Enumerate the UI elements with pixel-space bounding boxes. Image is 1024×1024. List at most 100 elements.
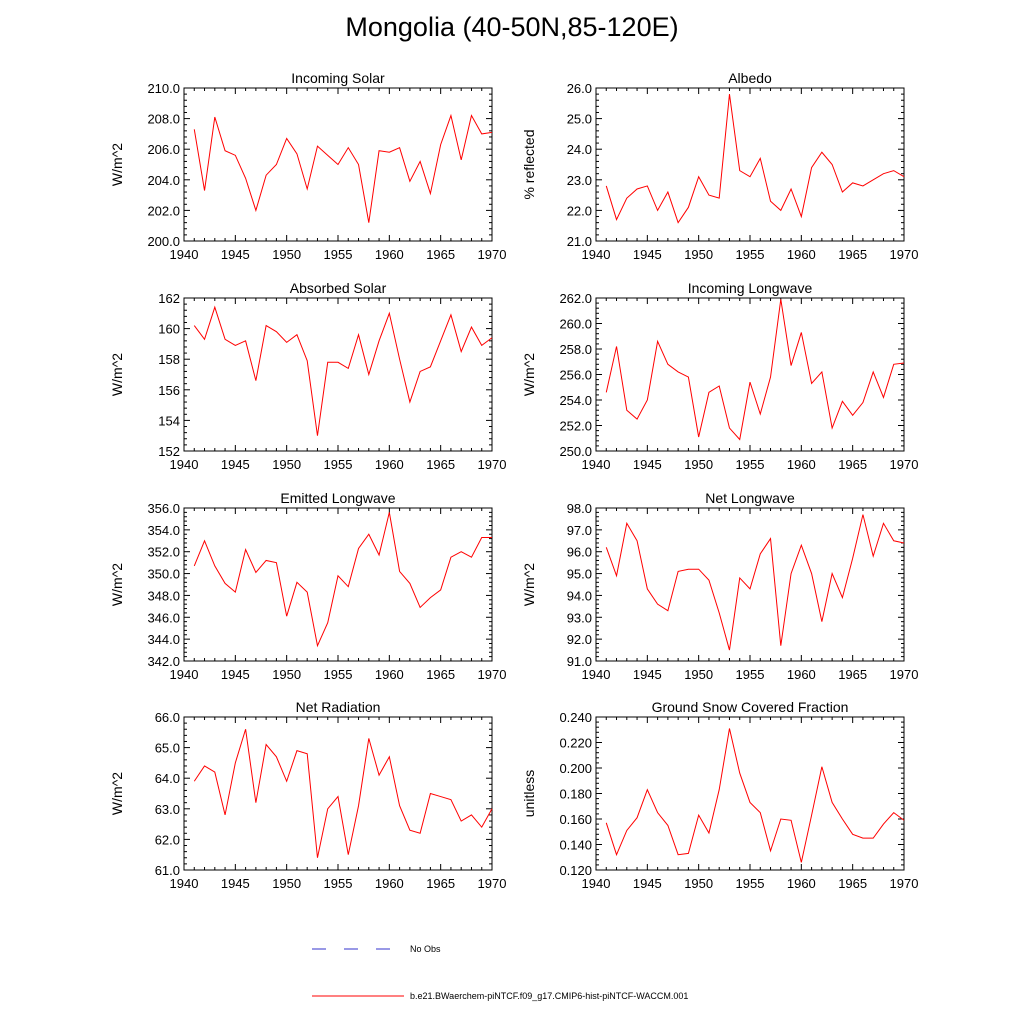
x-tick-label: 1940 xyxy=(582,667,611,682)
plot-frame xyxy=(595,507,905,662)
y-tick-label: 342.0 xyxy=(147,654,180,669)
x-tick-label: 1955 xyxy=(736,876,765,891)
panel-title: Incoming Longwave xyxy=(688,280,813,296)
y-axis-label: W/m^2 xyxy=(109,143,125,186)
x-tick-label: 1945 xyxy=(221,667,250,682)
x-tick-label: 1960 xyxy=(375,667,404,682)
y-tick-label: 158 xyxy=(158,352,180,367)
series-line xyxy=(193,305,493,436)
series-line xyxy=(605,94,905,224)
series-line xyxy=(193,512,492,648)
x-tick-label: 1960 xyxy=(375,247,404,262)
x-tick-label: 1940 xyxy=(170,247,199,262)
y-tick-label: 64.0 xyxy=(155,771,180,786)
x-tick-label: 1960 xyxy=(375,876,404,891)
y-tick-label: 348.0 xyxy=(147,588,180,603)
y-tick-label: 25.0 xyxy=(567,112,592,127)
legend-obs-label: No Obs xyxy=(410,944,441,954)
y-tick-label: 0.120 xyxy=(559,863,592,878)
series-line xyxy=(605,728,905,863)
x-tick-label: 1955 xyxy=(736,667,765,682)
x-tick-label: 1970 xyxy=(890,247,919,262)
x-tick-label: 1955 xyxy=(324,876,353,891)
y-tick-label: 262.0 xyxy=(559,291,592,306)
x-tick-label: 1965 xyxy=(426,247,455,262)
x-tick-label: 1965 xyxy=(838,247,867,262)
y-tick-label: 208.0 xyxy=(147,112,180,127)
x-tick-label: 1945 xyxy=(221,247,250,262)
x-tick-label: 1965 xyxy=(426,457,455,472)
x-tick-label: 1940 xyxy=(170,457,199,472)
x-tick-label: 1945 xyxy=(633,457,662,472)
x-tick-label: 1955 xyxy=(736,457,765,472)
y-tick-label: 23.0 xyxy=(567,173,592,188)
y-tick-label: 250.0 xyxy=(559,444,592,459)
x-tick-label: 1945 xyxy=(221,457,250,472)
plot-frame xyxy=(595,297,905,452)
y-tick-label: 92.0 xyxy=(567,632,592,647)
y-tick-label: 63.0 xyxy=(155,802,180,817)
y-tick-label: 21.0 xyxy=(567,234,592,249)
y-tick-label: 26.0 xyxy=(567,81,592,96)
y-tick-label: 95.0 xyxy=(567,567,592,582)
chart-panel: Net Longwave W/m^2 1940 1945 1950 1955 1960 196… xyxy=(521,490,918,682)
y-tick-label: 160 xyxy=(158,322,180,337)
y-tick-label: 210.0 xyxy=(147,81,180,96)
y-tick-label: 350.0 xyxy=(147,567,180,582)
x-tick-label: 1950 xyxy=(684,247,713,262)
x-tick-label: 1950 xyxy=(272,667,301,682)
x-tick-label: 1965 xyxy=(426,667,455,682)
y-tick-label: 0.240 xyxy=(559,710,592,725)
y-tick-label: 260.0 xyxy=(559,317,592,332)
x-tick-label: 1950 xyxy=(684,667,713,682)
plot-frame xyxy=(183,716,493,871)
x-tick-label: 1960 xyxy=(787,247,816,262)
y-tick-label: 0.180 xyxy=(559,787,592,802)
chart-panel: Incoming Longwave W/m^2 1940 1945 1950 1955 19… xyxy=(521,280,918,472)
series-line xyxy=(605,514,905,651)
x-tick-label: 1945 xyxy=(221,876,250,891)
y-tick-label: 258.0 xyxy=(559,342,592,357)
chart-panel: Ground Snow Covered Fraction unitless 1940… xyxy=(521,699,918,891)
y-tick-label: 156 xyxy=(158,383,180,398)
y-tick-label: 62.0 xyxy=(155,832,180,847)
series-line xyxy=(605,299,905,441)
y-tick-label: 356.0 xyxy=(147,501,180,516)
y-tick-label: 352.0 xyxy=(147,545,180,560)
y-tick-label: 202.0 xyxy=(147,203,180,218)
y-tick-label: 0.140 xyxy=(559,838,592,853)
panel-title: Net Radiation xyxy=(296,699,381,715)
x-tick-label: 1970 xyxy=(890,667,919,682)
legend-model-label: b.e21.BWaerchem-piNTCF.f09_g17.CMIP6-his… xyxy=(410,991,688,1001)
x-tick-label: 1960 xyxy=(375,457,404,472)
panel-title: Incoming Solar xyxy=(291,70,385,86)
y-axis-label: % reflected xyxy=(521,129,537,199)
y-tick-label: 0.220 xyxy=(559,736,592,751)
y-tick-label: 204.0 xyxy=(147,173,180,188)
chart-panel: Net Radiation W/m^2 1940 1945 1950 1955 1960 19… xyxy=(109,699,506,891)
plot-frame xyxy=(183,297,493,452)
x-tick-label: 1970 xyxy=(478,876,507,891)
y-tick-label: 354.0 xyxy=(147,523,180,538)
y-tick-label: 97.0 xyxy=(567,523,592,538)
x-tick-label: 1950 xyxy=(684,876,713,891)
y-axis-label: W/m^2 xyxy=(521,353,537,396)
x-tick-label: 1950 xyxy=(684,457,713,472)
x-tick-label: 1965 xyxy=(838,667,867,682)
y-tick-label: 91.0 xyxy=(567,654,592,669)
x-tick-label: 1970 xyxy=(478,667,507,682)
x-tick-label: 1940 xyxy=(582,247,611,262)
y-tick-label: 66.0 xyxy=(155,710,180,725)
x-tick-label: 1945 xyxy=(633,876,662,891)
y-tick-label: 22.0 xyxy=(567,203,592,218)
y-tick-label: 206.0 xyxy=(147,142,180,157)
chart-panel: Absorbed Solar W/m^2 1940 1945 1950 1955 1960 1… xyxy=(109,280,506,472)
y-tick-label: 96.0 xyxy=(567,545,592,560)
x-tick-label: 1960 xyxy=(787,457,816,472)
panel-title: Emitted Longwave xyxy=(280,490,395,506)
y-tick-label: 162 xyxy=(158,291,180,306)
x-tick-label: 1965 xyxy=(426,876,455,891)
chart-panel: Emitted Longwave W/m^2 1940 1945 1950 1955 196… xyxy=(109,490,506,682)
x-tick-label: 1950 xyxy=(272,457,301,472)
